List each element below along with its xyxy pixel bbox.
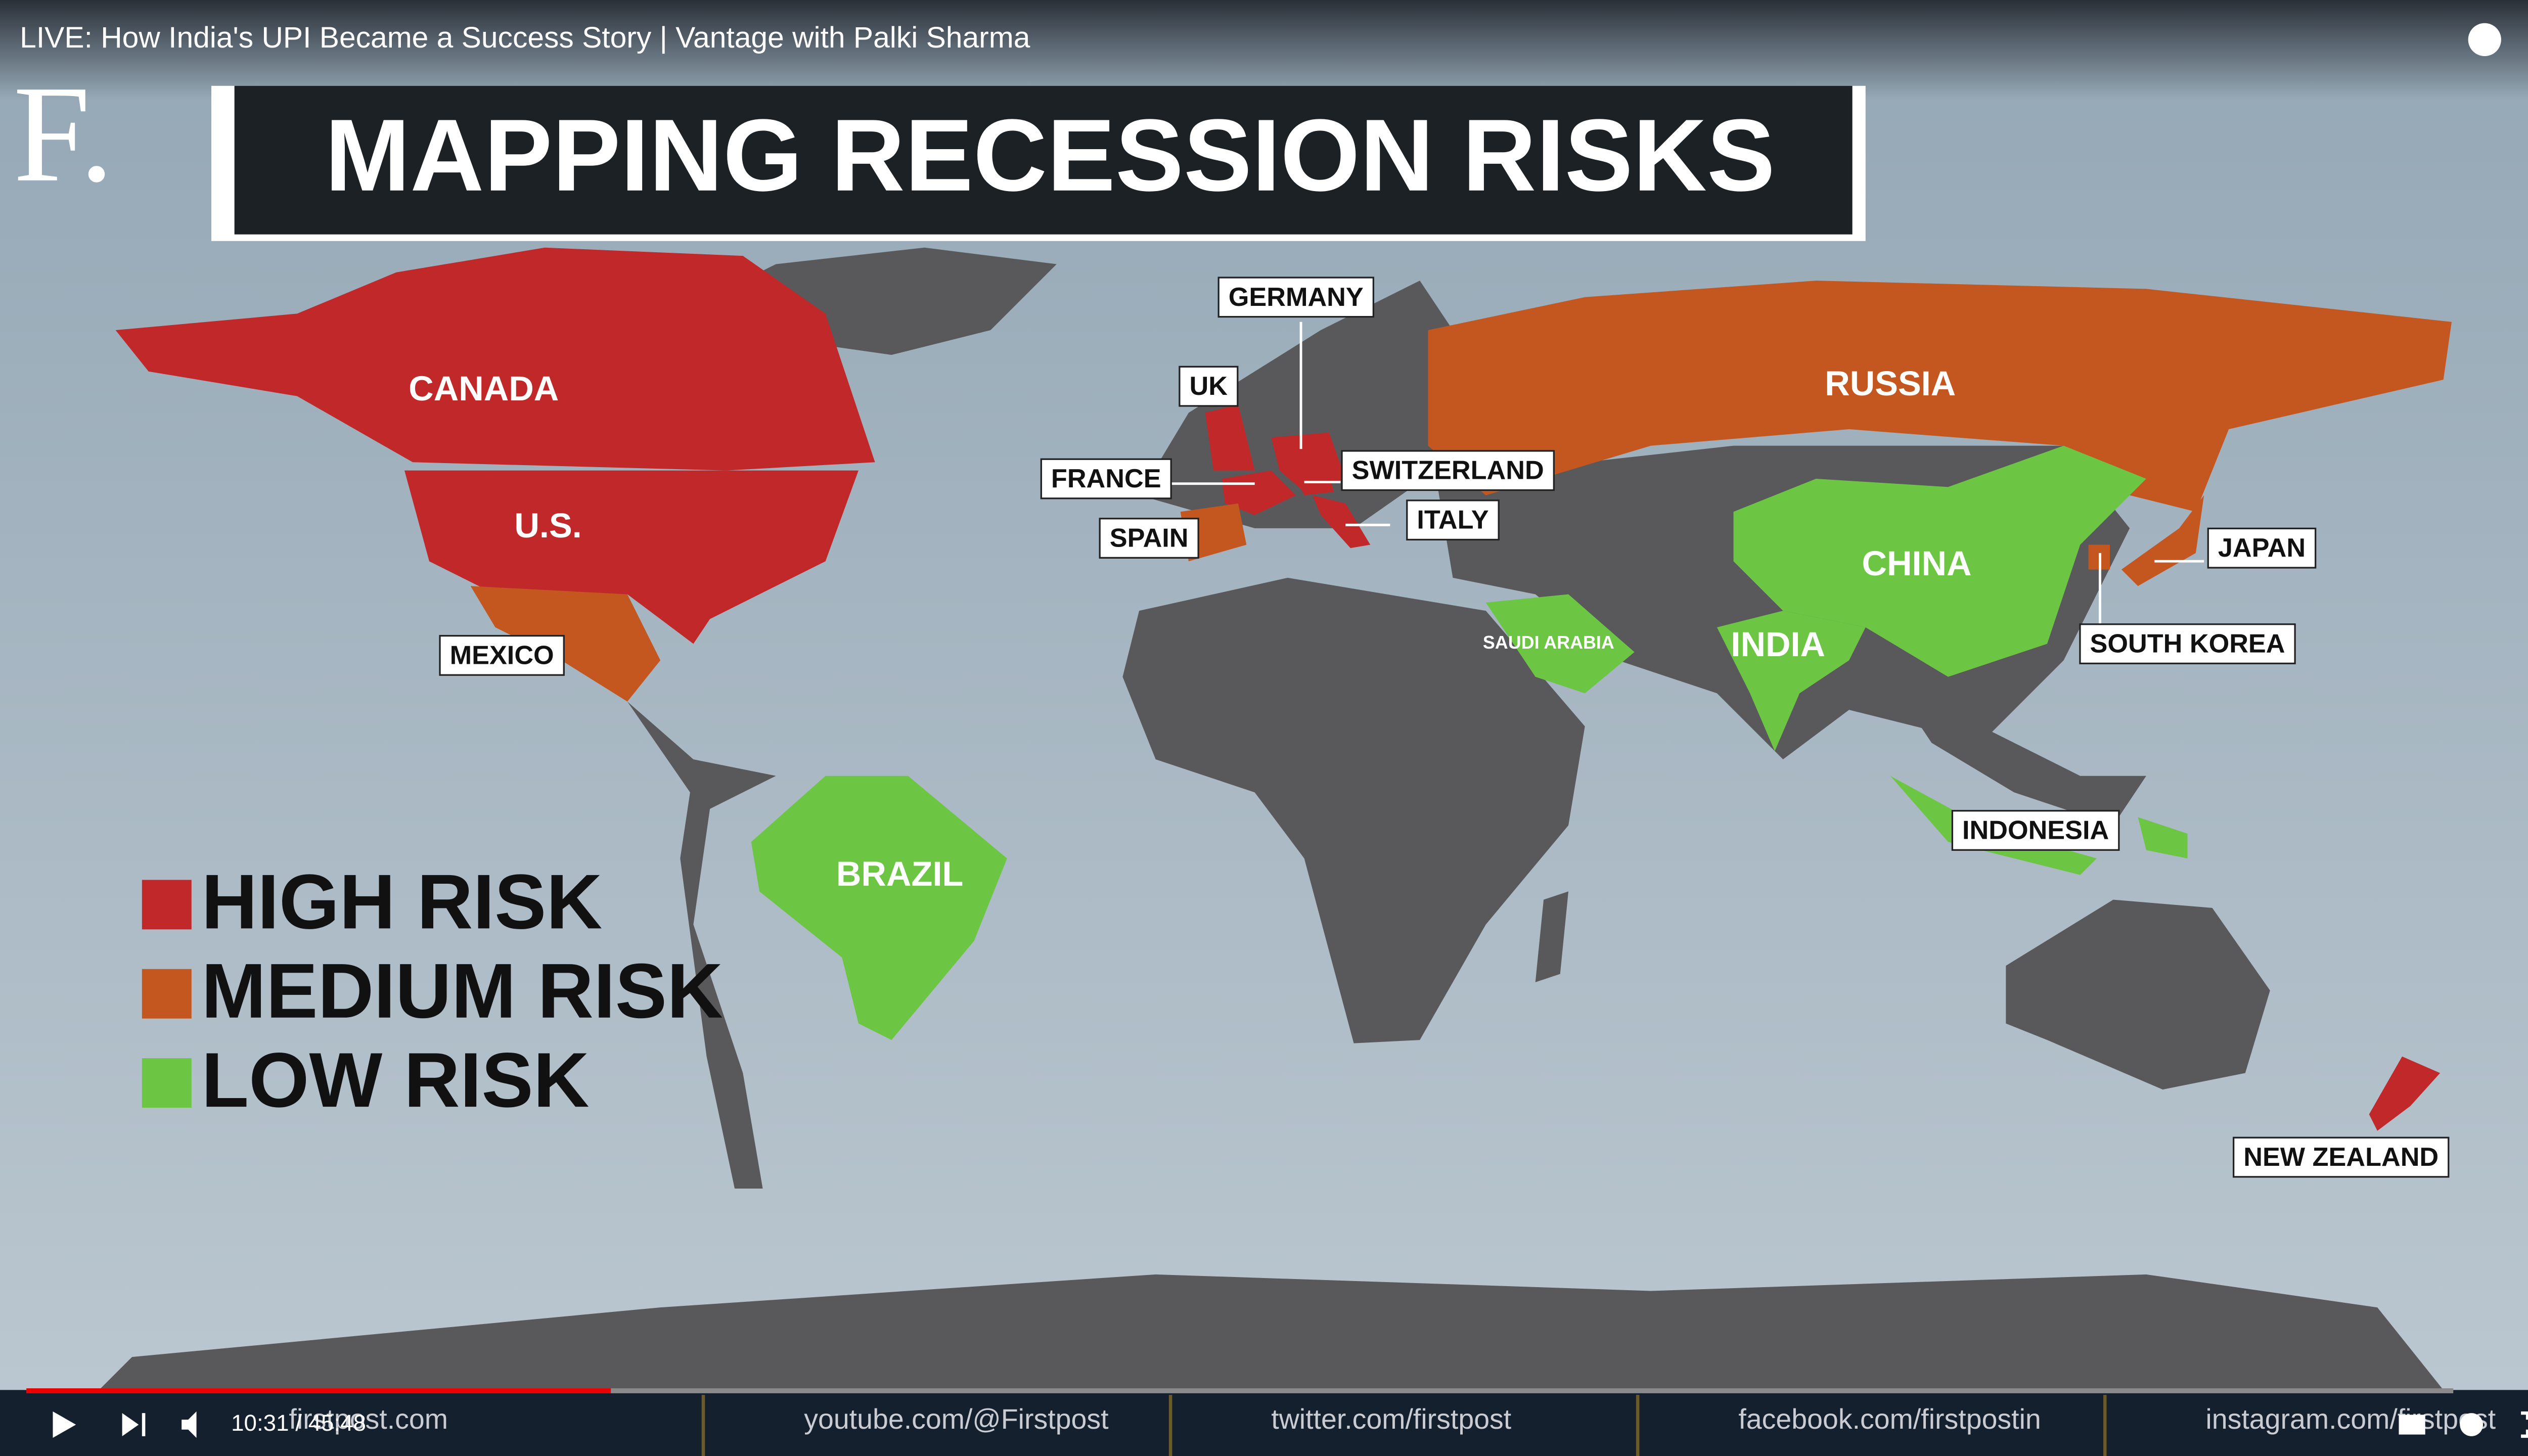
footer-link: facebook.com/firstpostin — [1738, 1403, 2041, 1435]
country-shape — [115, 247, 875, 471]
progress-played — [26, 1388, 611, 1393]
country-shape — [1312, 495, 1371, 549]
logo: F. — [13, 58, 114, 211]
play-button[interactable] — [53, 1411, 76, 1438]
country-shape — [1717, 611, 1866, 751]
country-label: CHINA — [1862, 544, 1971, 583]
next-button[interactable] — [122, 1413, 146, 1436]
country-shape — [404, 470, 859, 644]
country-label: INDIA — [1731, 625, 1825, 664]
video-title: LIVE: How India's UPI Became a Success S… — [20, 21, 1030, 54]
country-shape — [2121, 495, 2204, 586]
label-box — [1179, 366, 1239, 407]
country-label: SAUDI ARABIA — [1483, 632, 1614, 653]
country-shape — [1485, 594, 1635, 694]
legend-swatch — [142, 969, 192, 1019]
label-box — [439, 634, 565, 676]
country-shape — [2369, 1056, 2441, 1131]
label-box — [2079, 623, 2296, 664]
time-display: 10:31 / 45:48 — [231, 1410, 366, 1436]
label-box — [1099, 518, 1199, 559]
country-shape — [1428, 281, 2452, 512]
label-box — [1217, 277, 1374, 318]
country-label: JAPAN — [2218, 533, 2306, 563]
country-shape — [470, 586, 661, 702]
label-box — [1406, 499, 1500, 541]
footer-link: youtube.com/@Firstpost — [804, 1403, 1109, 1435]
label-box — [2233, 1136, 2450, 1178]
mute-button[interactable] — [182, 1411, 197, 1438]
country-label: SOUTH KOREA — [2090, 629, 2285, 659]
country-shape — [1222, 470, 1296, 515]
country-label: SPAIN — [1110, 524, 1189, 553]
country-label: BRAZIL — [836, 854, 963, 893]
top-bar — [0, 0, 2528, 99]
country-label: SWITZERLAND — [1352, 456, 1544, 485]
legend-swatch — [142, 880, 192, 930]
country-shape — [1890, 776, 2188, 875]
watch-later-button[interactable] — [2468, 23, 2501, 57]
label-box — [1951, 810, 2120, 851]
captions-button[interactable] — [2399, 1415, 2425, 1435]
country-label: CANADA — [409, 369, 559, 408]
label-box — [1040, 458, 1172, 499]
country-label: UK — [1189, 372, 1228, 401]
label-box — [1341, 450, 1555, 491]
footer-link: firstpost.com — [289, 1403, 448, 1435]
country-label: INDONESIA — [1962, 816, 2109, 845]
footer-link: twitter.com/firstpost — [1271, 1403, 1512, 1435]
legend-label: HIGH RISK — [201, 858, 602, 945]
country-shape — [1296, 475, 1334, 495]
exit-fullscreen-button[interactable] — [2521, 1411, 2528, 1438]
country-label: GERMANY — [1229, 283, 1364, 312]
country-shape — [1733, 445, 2146, 677]
settings-button[interactable] — [2460, 1413, 2484, 1436]
country-label: FRANCE — [1051, 464, 1161, 493]
country-label: ITALY — [1417, 506, 1488, 535]
legend-label: MEDIUM RISK — [201, 947, 723, 1034]
legend-swatch — [142, 1058, 192, 1108]
map-title: MAPPING RECESSION RISKS — [325, 98, 1775, 212]
label-box — [2207, 527, 2317, 569]
progress-track[interactable] — [26, 1388, 2454, 1393]
legend-label: LOW RISK — [201, 1036, 589, 1123]
country-label: MEXICO — [450, 641, 554, 670]
footer-bar — [0, 1390, 2528, 1456]
country-label: U.S. — [514, 506, 581, 545]
country-shape — [751, 776, 1007, 1040]
country-label: RUSSIA — [1825, 364, 1956, 403]
country-shape — [1205, 404, 1255, 471]
country-label: NEW ZEALAND — [2243, 1143, 2439, 1172]
title-box — [234, 85, 1853, 235]
footer-link: instagram.com/firstpost — [2205, 1403, 2496, 1435]
